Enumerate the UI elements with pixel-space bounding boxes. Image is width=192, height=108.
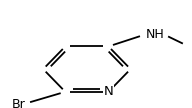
Text: Br: Br xyxy=(12,98,26,108)
Text: NH: NH xyxy=(146,28,165,40)
Text: N: N xyxy=(104,85,113,98)
